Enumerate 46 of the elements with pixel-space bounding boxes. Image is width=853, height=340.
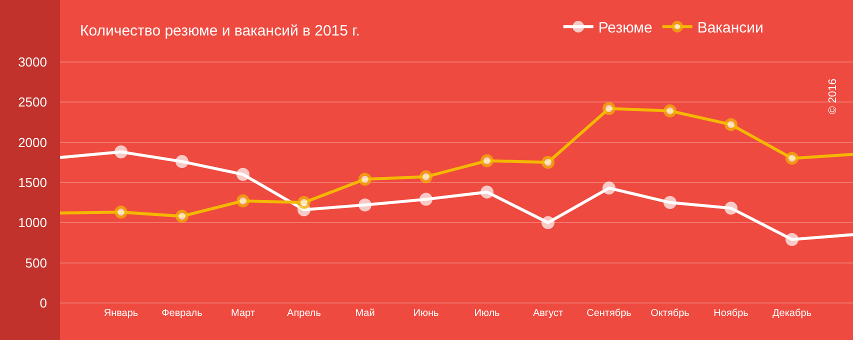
point (724, 202, 738, 215)
x-tick-label: Октябрь (650, 308, 690, 319)
y-tick-label: 1000 (18, 215, 47, 230)
point (480, 186, 494, 199)
point (176, 155, 188, 168)
point (542, 216, 554, 230)
y-tick-label: 2000 (18, 134, 47, 150)
y-tick-label: 1500 (18, 174, 47, 190)
point (420, 170, 432, 184)
x-tick-label: Январь (104, 308, 138, 319)
point (358, 172, 372, 186)
point (480, 154, 494, 168)
point (786, 233, 798, 246)
y-tick-label: 0 (40, 296, 47, 311)
x-tick-label: Апрель (287, 308, 321, 319)
x-tick-label: Декабрь (772, 308, 812, 319)
point (420, 192, 432, 206)
x-tick-label: Май (355, 308, 375, 319)
point (176, 210, 188, 223)
point (664, 196, 676, 210)
point (298, 196, 310, 210)
point (664, 104, 676, 118)
x-tick-label: Сентябрь (586, 308, 632, 319)
text: Количество резюме и вакансий в 2015 г. (80, 22, 360, 40)
point (542, 156, 554, 169)
point (236, 194, 250, 208)
y-tick-label: 3000 (18, 54, 47, 70)
x-tick-label: Июль (474, 308, 500, 319)
x-tick-label: Февраль (162, 308, 202, 319)
legend-label: Резюме (598, 20, 652, 37)
point (602, 182, 616, 195)
point (114, 145, 128, 158)
point (358, 198, 372, 212)
x-tick-label: Март (231, 308, 256, 319)
point (114, 206, 128, 219)
annotation: © 2016 (826, 78, 839, 114)
x-tick-label: Август (532, 308, 564, 319)
legend-label: Вакансии (697, 20, 764, 37)
point (786, 152, 798, 165)
point (602, 102, 616, 115)
x-tick-label: Июнь (413, 308, 439, 319)
point (724, 118, 738, 132)
x-tick-label: Ноябрь (714, 308, 748, 319)
y-tick-label: 500 (25, 255, 47, 270)
point (236, 168, 250, 181)
y-tick-label: 2500 (18, 94, 47, 110)
